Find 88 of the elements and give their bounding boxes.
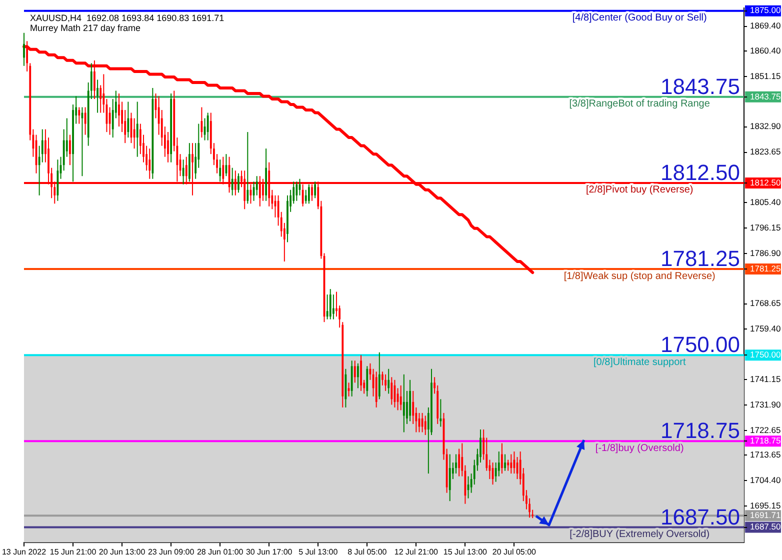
annotation: 1718.75 [660,418,740,444]
ref-line-label: [1/8]Weak sup (stop and Reverse) [564,270,716,282]
y-tick-label: 1687.50 [750,522,781,532]
y-tick-label: 1768.65 [750,298,781,308]
candlestick [354,360,356,384]
ref-line-label: [0/8]Ultimate support [593,356,686,368]
candlestick [127,101,130,138]
x-tick-label: 20 Jun 13:00 [98,547,146,556]
candlestick [296,181,298,202]
x-tick-label: 30 Jun 17:00 [246,547,293,556]
y-tick-label: 1731.90 [750,399,781,410]
x-tick-label: 13 Jun 2022 [2,547,47,556]
y-tick-label: 1823.65 [750,146,781,157]
y-tick-label: 1812.50 [750,177,781,188]
ref-line-label: [3/8]RangeBot of trading Range [569,98,710,110]
annotation: 1781.25 [660,246,740,272]
candlestick [507,459,510,472]
candlestick [94,60,96,100]
x-tick-label: 15 Jun 21:00 [50,547,97,556]
candlestick [329,288,332,320]
candlestick [424,415,426,436]
y-tick-label: 1704.40 [750,475,781,486]
x-tick-label: 8 Jul 05:00 [348,547,388,556]
candlestick [96,79,98,114]
annotation: 1812.50 [660,160,740,185]
x-tick-label: 5 Jul 13:00 [298,547,338,556]
candlestick [148,148,151,180]
y-tick-label: 1843.75 [750,91,781,102]
text: Murrey Math 217 day frame [30,23,141,34]
candlestick [136,101,138,158]
candlestick [182,159,184,185]
x-tick-label: 23 Jun 09:00 [148,547,195,556]
y-tick-label: 1796.15 [750,222,781,232]
x-tick-label: 28 Jun 01:00 [196,547,244,556]
candlestick [448,454,451,502]
candlestick [314,181,316,199]
x-tick-label: 15 Jul 13:00 [443,547,488,556]
y-tick-label: 1750.00 [750,349,781,360]
y-tick-label: 1805.40 [750,196,781,207]
candlestick [357,362,359,389]
candlestick [78,106,80,124]
candlestick [206,112,209,141]
y-tick-label: 1875.00 [750,5,781,16]
candlestick [366,366,368,397]
annotation: 1750.00 [660,332,740,358]
candlestick [390,376,393,406]
x-tick-label: 20 Jul 05:00 [492,547,537,556]
ref-line-label: [4/8]Center (Good Buy or Sell) [572,12,707,24]
candlestick [238,172,240,194]
y-tick-label: 1718.75 [750,436,781,446]
y-tick-label: 1695.15 [750,500,781,511]
candlestick [219,159,222,182]
candlestick [501,442,503,474]
candlestick [308,184,310,204]
candlestick [336,291,338,318]
y-tick-label: 1869.40 [750,20,781,31]
y-tick-label: 1741.15 [750,374,781,384]
x-tick-label: 12 Jul 21:00 [394,547,439,556]
candlestick [378,352,380,400]
ref-line-label: [-1/8]buy (Oversold) [595,442,684,454]
y-tick-label: 1781.25 [750,263,781,274]
candlestick [388,368,390,394]
candlestick [69,134,71,166]
y-tick-label: 1759.40 [750,324,781,334]
y-tick-label: 1691.71 [750,510,781,520]
candlestick [23,32,25,66]
candlestick [440,398,442,428]
candlestick [402,374,405,433]
candlestick [231,167,234,196]
text: XAUUSD,H4 1692.08 1693.84 1690.83 1691.71 [30,13,224,24]
candlestick [510,454,512,474]
candlestick [326,294,328,320]
y-tick-label: 1722.65 [750,424,781,435]
y-tick-label: 1786.90 [750,248,781,258]
y-tick-label: 1832.90 [750,121,781,132]
candlestick [504,454,506,472]
ref-line-label: [2/8]Pivot buy (Reverse) [586,184,694,196]
annotation: 1843.75 [660,74,740,99]
candlestick [400,384,402,411]
candlestick [384,374,386,392]
y-tick-label: 1713.65 [750,450,781,460]
y-tick-label: 1860.40 [750,45,781,56]
candlestick [332,294,334,320]
ref-line-label: [-2/8]BUY (Extremely Oversold) [570,529,710,540]
annotation: 1687.50 [660,504,740,530]
y-tick-label: 1851.15 [750,70,781,81]
candlestick [304,189,307,204]
candlestick [246,132,249,204]
